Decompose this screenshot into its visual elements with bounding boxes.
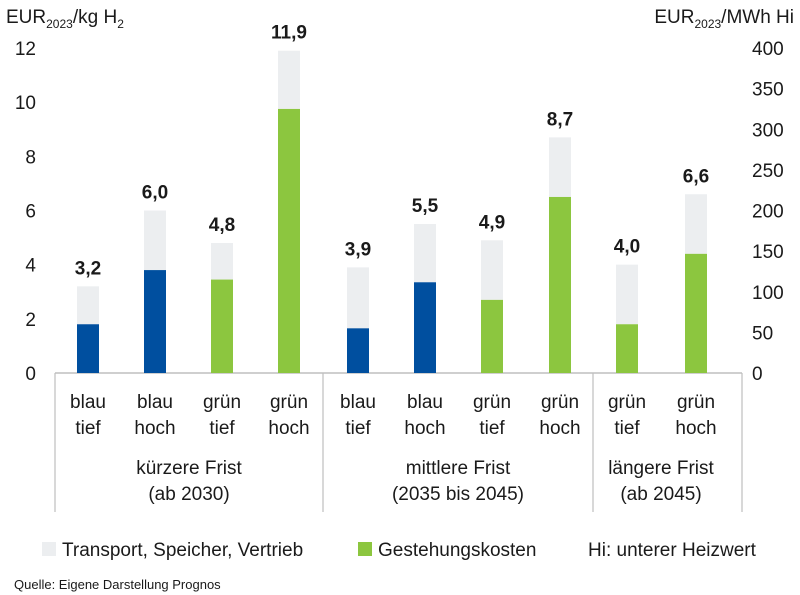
bar-segment-production [278,108,300,373]
category-label-line1: blau [70,392,106,413]
bar-segment-transport [549,137,571,197]
category-label-line1: grün [270,392,308,413]
bars: 3,2 6,0 4,8 11,9 3,9 5,5 4,9 8,7 4,0 6,6 [75,23,709,373]
y-left-tick-label: 12 [15,39,36,60]
category-labels: blau tief blau hoch grün tief grün hoch blau tief… [54,373,743,512]
legend-note-heizwert: Hi: unterer Heizwert [588,540,757,561]
axis-unit-labels: EUR2023/kg H2 EUR2023/MWh Hi [6,7,794,31]
category-label-line1: blau [407,392,443,413]
bar-segment-production [211,279,233,373]
y-right-tick-label: 50 [752,323,773,344]
y-right-tick-label: 250 [752,161,784,182]
category-label-line2: tief [479,418,505,439]
category-label-line2: tief [75,418,101,439]
y-right-tick-label: 350 [752,80,784,101]
category-label-line1: blau [340,392,376,413]
category-label-line1: grün [473,392,511,413]
bar-total-label: 8,7 [547,109,573,130]
category-label-line2: hoch [134,418,175,439]
category-label-line1: grün [203,392,241,413]
bar-segment-transport [481,240,503,300]
bar-total-label: 11,9 [271,23,307,44]
y-left-tick-label: 2 [25,310,36,331]
category-label-line2: hoch [675,418,716,439]
bar-total-label: 3,2 [75,258,101,279]
group-label-line1: längere Frist [608,458,714,479]
y-left-unit-label: EUR2023/kg H2 [6,7,124,31]
y-right-tick-label: 150 [752,242,784,263]
axes: 0 2 4 6 8 10 12 0 50 100 150 200 250 300 350 400 [15,39,784,385]
category-label-line2: hoch [404,418,445,439]
category-label-line2: tief [209,418,235,439]
category-label-line1: grün [677,392,715,413]
legend-label-transport: Transport, Speicher, Vertrieb [62,540,303,561]
y-right-tick-label: 100 [752,283,784,304]
source-note: Quelle: Eigene Darstellung Prognos [14,577,221,592]
legend-swatch-gestehung [358,542,372,556]
y-left-tick-label: 10 [15,93,36,114]
bar-total-label: 3,9 [345,239,371,260]
bar-segment-transport [77,286,99,325]
y-right-tick-label: 0 [752,364,763,385]
group-label-line2: (2035 bis 2045) [392,484,524,505]
y-left-tick-label: 4 [25,256,36,277]
category-label-line1: grün [541,392,579,413]
group-label-line2: (ab 2030) [148,484,229,505]
bar-total-label: 4,9 [479,212,505,233]
bar-segment-production [144,270,166,373]
category-label-line2: hoch [539,418,580,439]
bar-segment-transport [347,267,369,329]
y-right-tick-label: 200 [752,202,784,223]
bar-segment-production [77,324,99,373]
category-label-line2: tief [614,418,640,439]
y-left-tick-label: 0 [25,364,36,385]
bar-total-label: 6,6 [683,166,709,187]
group-label-line1: kürzere Frist [136,458,242,479]
bar-total-label: 4,0 [614,237,640,258]
bar-segment-transport [616,264,638,325]
y-right-tick-label: 300 [752,120,784,141]
group-label-line1: mittlere Frist [406,458,511,479]
y-left-tick-label: 6 [25,202,36,223]
bar-segment-transport [144,210,166,271]
bar-segment-production [685,253,707,373]
y-right-tick-label: 400 [752,39,784,60]
bar-segment-production [347,328,369,373]
bar-total-label: 4,8 [209,215,235,236]
bar-segment-production [414,282,436,373]
legend: Transport, Speicher, Vertrieb Gestehungs… [42,540,757,561]
category-label-line1: blau [137,392,173,413]
bar-total-label: 6,0 [142,183,168,204]
bar-segment-transport [414,224,436,283]
category-label-line2: tief [345,418,371,439]
bar-segment-transport [278,50,300,109]
bar-segment-transport [211,243,233,280]
bar-segment-transport [685,194,707,254]
category-label-line1: grün [608,392,646,413]
category-label-line2: hoch [268,418,309,439]
y-right-unit-label: EUR2023/MWh Hi [654,7,794,31]
legend-label-gestehung: Gestehungskosten [378,540,536,561]
bar-total-label: 5,5 [412,196,439,217]
group-label-line2: (ab 2045) [620,484,701,505]
bar-segment-production [616,324,638,373]
bar-segment-production [481,299,503,373]
legend-swatch-transport [42,542,56,556]
bar-segment-production [549,196,571,373]
y-left-tick-label: 8 [25,147,36,168]
